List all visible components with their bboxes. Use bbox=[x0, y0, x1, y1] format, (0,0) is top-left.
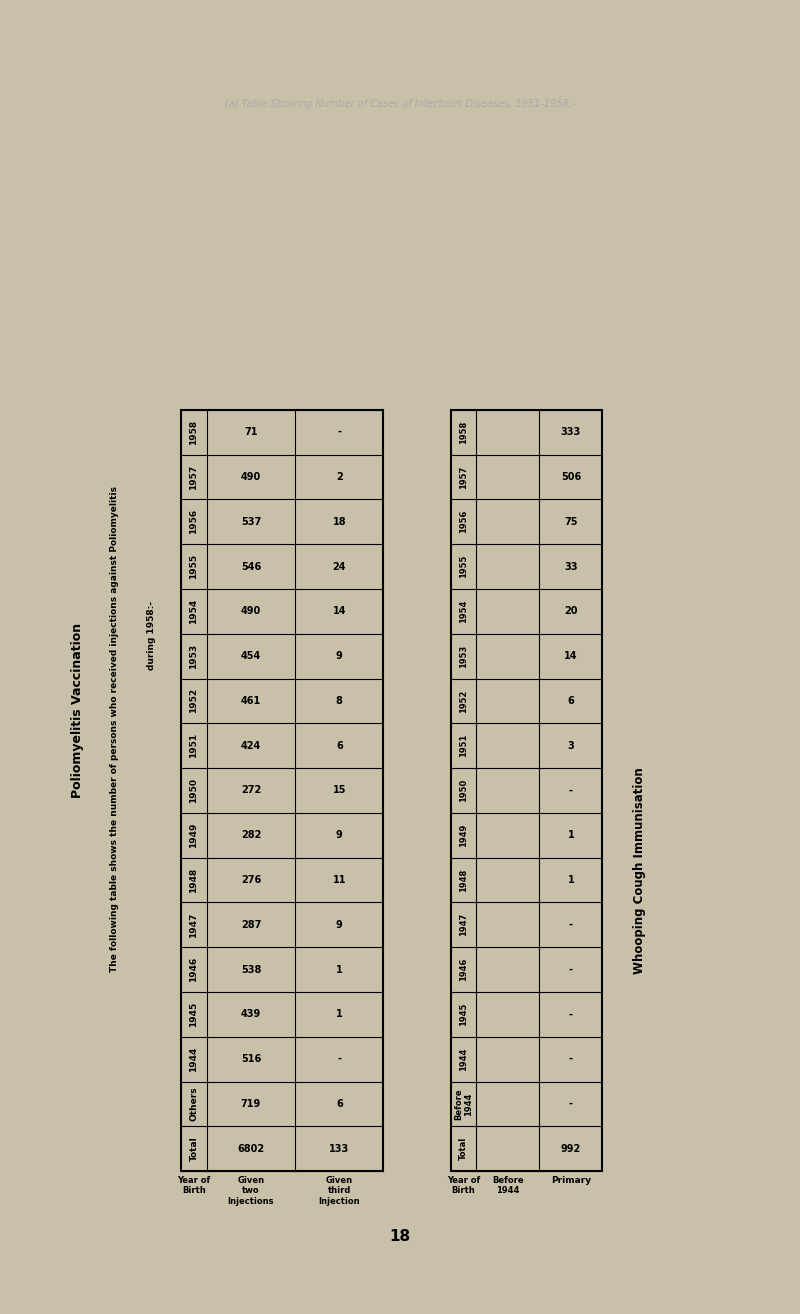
Text: Year of
Birth: Year of Birth bbox=[178, 1176, 210, 1196]
Text: 1951: 1951 bbox=[459, 735, 468, 757]
Text: 6: 6 bbox=[336, 741, 342, 750]
Text: 537: 537 bbox=[241, 516, 261, 527]
Bar bbox=[450, 410, 602, 1171]
Text: 546: 546 bbox=[241, 561, 261, 572]
Text: Poliomyelitis Vaccination: Poliomyelitis Vaccination bbox=[71, 623, 85, 798]
Text: 287: 287 bbox=[241, 920, 261, 930]
Text: 14: 14 bbox=[333, 606, 346, 616]
Text: 6: 6 bbox=[567, 696, 574, 706]
Text: 461: 461 bbox=[241, 696, 261, 706]
Text: 24: 24 bbox=[333, 561, 346, 572]
Text: 1944: 1944 bbox=[459, 1047, 468, 1071]
Text: Before
1944: Before 1944 bbox=[492, 1176, 524, 1196]
Text: 9: 9 bbox=[336, 920, 342, 930]
Text: 1950: 1950 bbox=[459, 779, 468, 802]
Text: 1945: 1945 bbox=[190, 1001, 198, 1028]
Text: (a) Table Showing Number of Cases of Infectious Diseases, 1951-1958:-: (a) Table Showing Number of Cases of Inf… bbox=[225, 100, 575, 109]
Text: 992: 992 bbox=[561, 1143, 581, 1154]
Text: 506: 506 bbox=[561, 472, 581, 482]
Text: Whooping Cough Immunisation: Whooping Cough Immunisation bbox=[633, 767, 646, 974]
Text: -: - bbox=[569, 964, 573, 975]
Text: 3: 3 bbox=[567, 741, 574, 750]
Text: 1956: 1956 bbox=[190, 510, 198, 535]
Text: Before
1944: Before 1944 bbox=[454, 1088, 473, 1120]
Text: 1954: 1954 bbox=[190, 599, 198, 624]
Text: -: - bbox=[569, 1009, 573, 1020]
Text: 516: 516 bbox=[241, 1054, 261, 1064]
Text: 9: 9 bbox=[336, 830, 342, 840]
Text: 1: 1 bbox=[567, 830, 574, 840]
Text: 276: 276 bbox=[241, 875, 261, 886]
Text: 133: 133 bbox=[329, 1143, 350, 1154]
Text: -: - bbox=[338, 1054, 342, 1064]
Text: 1955: 1955 bbox=[459, 555, 468, 578]
Text: 1952: 1952 bbox=[459, 690, 468, 712]
Text: 282: 282 bbox=[241, 830, 261, 840]
Text: 20: 20 bbox=[564, 606, 578, 616]
Text: 9: 9 bbox=[336, 652, 342, 661]
Text: Primary: Primary bbox=[551, 1176, 591, 1185]
Text: 1953: 1953 bbox=[190, 644, 198, 669]
Text: 1949: 1949 bbox=[459, 824, 468, 848]
Text: 6802: 6802 bbox=[238, 1143, 265, 1154]
Text: 424: 424 bbox=[241, 741, 261, 750]
Text: 1955: 1955 bbox=[190, 555, 198, 579]
Text: 1951: 1951 bbox=[190, 733, 198, 758]
Text: Total: Total bbox=[190, 1137, 198, 1162]
Text: during 1958:-: during 1958:- bbox=[147, 600, 156, 670]
Text: 18: 18 bbox=[390, 1230, 410, 1244]
Text: 1949: 1949 bbox=[190, 823, 198, 848]
Text: 1946: 1946 bbox=[459, 958, 468, 982]
Text: 1948: 1948 bbox=[190, 867, 198, 892]
Text: 75: 75 bbox=[564, 516, 578, 527]
Bar bbox=[181, 410, 383, 1171]
Text: 538: 538 bbox=[241, 964, 261, 975]
Text: 6: 6 bbox=[336, 1099, 342, 1109]
Text: -: - bbox=[569, 1054, 573, 1064]
Text: 1948: 1948 bbox=[459, 869, 468, 892]
Text: 71: 71 bbox=[244, 427, 258, 438]
Text: Given
two
Injections: Given two Injections bbox=[228, 1176, 274, 1206]
Text: 18: 18 bbox=[333, 516, 346, 527]
Text: 1: 1 bbox=[336, 964, 342, 975]
Text: -: - bbox=[569, 1099, 573, 1109]
Text: 272: 272 bbox=[241, 786, 261, 795]
Text: Given
third
Injection: Given third Injection bbox=[318, 1176, 360, 1206]
Text: -: - bbox=[569, 786, 573, 795]
Text: 14: 14 bbox=[564, 652, 578, 661]
Text: 1958: 1958 bbox=[459, 420, 468, 444]
Text: 15: 15 bbox=[333, 786, 346, 795]
Text: 1950: 1950 bbox=[190, 778, 198, 803]
Text: 1: 1 bbox=[567, 875, 574, 886]
Text: -: - bbox=[569, 920, 573, 930]
Text: 1958: 1958 bbox=[190, 419, 198, 444]
Text: 490: 490 bbox=[241, 606, 261, 616]
Text: The following table shows the number of persons who received injections against : The following table shows the number of … bbox=[110, 486, 119, 972]
Text: 439: 439 bbox=[241, 1009, 261, 1020]
Text: Year of
Birth: Year of Birth bbox=[447, 1176, 480, 1196]
Text: 1954: 1954 bbox=[459, 599, 468, 623]
Text: -: - bbox=[338, 427, 342, 438]
Text: Total: Total bbox=[459, 1137, 468, 1160]
Text: 1957: 1957 bbox=[190, 464, 198, 490]
Text: 333: 333 bbox=[561, 427, 581, 438]
Text: 1947: 1947 bbox=[190, 912, 198, 937]
Text: 1947: 1947 bbox=[459, 913, 468, 937]
Text: 1952: 1952 bbox=[190, 689, 198, 714]
Text: 11: 11 bbox=[333, 875, 346, 886]
Text: 1946: 1946 bbox=[190, 957, 198, 983]
Text: 454: 454 bbox=[241, 652, 261, 661]
Text: 1944: 1944 bbox=[190, 1046, 198, 1072]
Text: 1945: 1945 bbox=[459, 1003, 468, 1026]
Text: Others: Others bbox=[190, 1087, 198, 1121]
Text: 1957: 1957 bbox=[459, 465, 468, 489]
Text: 33: 33 bbox=[564, 561, 578, 572]
Text: 2: 2 bbox=[336, 472, 342, 482]
Text: 8: 8 bbox=[336, 696, 342, 706]
Text: 719: 719 bbox=[241, 1099, 261, 1109]
Text: 1: 1 bbox=[336, 1009, 342, 1020]
Text: 490: 490 bbox=[241, 472, 261, 482]
Text: 1956: 1956 bbox=[459, 510, 468, 533]
Text: 1953: 1953 bbox=[459, 644, 468, 668]
